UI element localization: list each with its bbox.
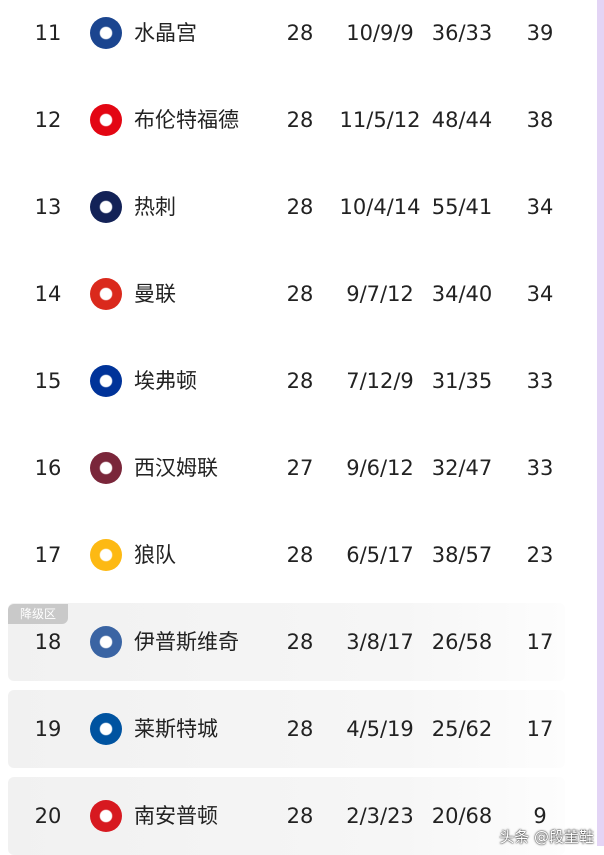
team-logo-icon [90,539,122,571]
rank-cell: 16 [34,456,62,480]
team-name: 热刺 [134,195,176,219]
rank-cell: 12 [34,108,62,132]
record-cell: 10/4/14 [339,195,421,219]
played-cell: 28 [286,21,314,45]
rank-cell: 19 [34,717,62,741]
played-cell: 28 [286,195,314,219]
record-cell: 3/8/17 [346,630,414,654]
team-logo-icon [90,191,122,223]
record-cell: 10/9/9 [346,21,414,45]
played-cell: 28 [286,282,314,306]
table-row[interactable]: 16 西汉姆联 27 9/6/12 32/47 33 [8,429,565,507]
goals-cell: 31/35 [431,369,493,393]
record-cell: 11/5/12 [339,108,421,132]
record-cell: 2/3/23 [346,804,414,828]
played-cell: 28 [286,108,314,132]
table-row[interactable]: 18 伊普斯维奇 28 3/8/17 26/58 17 [8,603,565,681]
rank-cell: 18 [34,630,62,654]
team-name: 布伦特福德 [134,108,239,132]
rank-cell: 13 [34,195,62,219]
table-row[interactable]: 20 南安普顿 28 2/3/23 20/68 9 [8,777,565,855]
record-cell: 4/5/19 [346,717,414,741]
relegation-zone-label: 降级区 [8,604,68,624]
points-cell: 34 [526,195,554,219]
goals-cell: 36/33 [431,21,493,45]
points-cell: 17 [526,630,554,654]
goals-cell: 25/62 [431,717,493,741]
points-cell: 17 [526,717,554,741]
goals-cell: 48/44 [431,108,493,132]
points-cell: 9 [533,804,547,828]
team-name: 水晶宫 [134,21,197,45]
played-cell: 28 [286,717,314,741]
team-name: 西汉姆联 [134,456,218,480]
played-cell: 28 [286,543,314,567]
team-name: 狼队 [134,543,176,567]
rank-cell: 20 [34,804,62,828]
rank-cell: 14 [34,282,62,306]
team-name: 莱斯特城 [134,717,218,741]
rank-cell: 15 [34,369,62,393]
points-cell: 33 [526,369,554,393]
goals-cell: 55/41 [431,195,493,219]
team-logo-icon [90,800,122,832]
rank-cell: 11 [34,21,62,45]
table-row[interactable]: 12 布伦特福德 28 11/5/12 48/44 38 [8,81,565,159]
team-logo-icon [90,278,122,310]
played-cell: 28 [286,630,314,654]
record-cell: 9/7/12 [346,282,414,306]
goals-cell: 20/68 [431,804,493,828]
goals-cell: 34/40 [431,282,493,306]
team-logo-icon [90,713,122,745]
scrollbar-track [597,0,604,846]
points-cell: 38 [526,108,554,132]
record-cell: 6/5/17 [346,543,414,567]
goals-cell: 38/57 [431,543,493,567]
points-cell: 39 [526,21,554,45]
played-cell: 28 [286,804,314,828]
goals-cell: 26/58 [431,630,493,654]
rank-cell: 17 [34,543,62,567]
table-row[interactable]: 13 热刺 28 10/4/14 55/41 34 [8,168,565,246]
played-cell: 28 [286,369,314,393]
watermark: 头条 @段董鞋 [499,828,594,846]
record-cell: 7/12/9 [346,369,414,393]
points-cell: 33 [526,456,554,480]
team-name: 南安普顿 [134,804,218,828]
team-logo-icon [90,17,122,49]
team-logo-icon [90,104,122,136]
record-cell: 9/6/12 [346,456,414,480]
team-logo-icon [90,365,122,397]
team-name: 伊普斯维奇 [134,630,239,654]
team-logo-icon [90,452,122,484]
team-name: 埃弗顿 [134,369,197,393]
table-row[interactable]: 19 莱斯特城 28 4/5/19 25/62 17 [8,690,565,768]
table-row[interactable]: 15 埃弗顿 28 7/12/9 31/35 33 [8,342,565,420]
table-row[interactable]: 17 狼队 28 6/5/17 38/57 23 [8,516,565,594]
points-cell: 34 [526,282,554,306]
team-logo-icon [90,626,122,658]
table-row[interactable]: 11 水晶宫 28 10/9/9 36/33 39 [8,0,565,72]
team-name: 曼联 [134,282,176,306]
played-cell: 27 [286,456,314,480]
points-cell: 23 [526,543,554,567]
table-row[interactable]: 14 曼联 28 9/7/12 34/40 34 [8,255,565,333]
goals-cell: 32/47 [431,456,493,480]
